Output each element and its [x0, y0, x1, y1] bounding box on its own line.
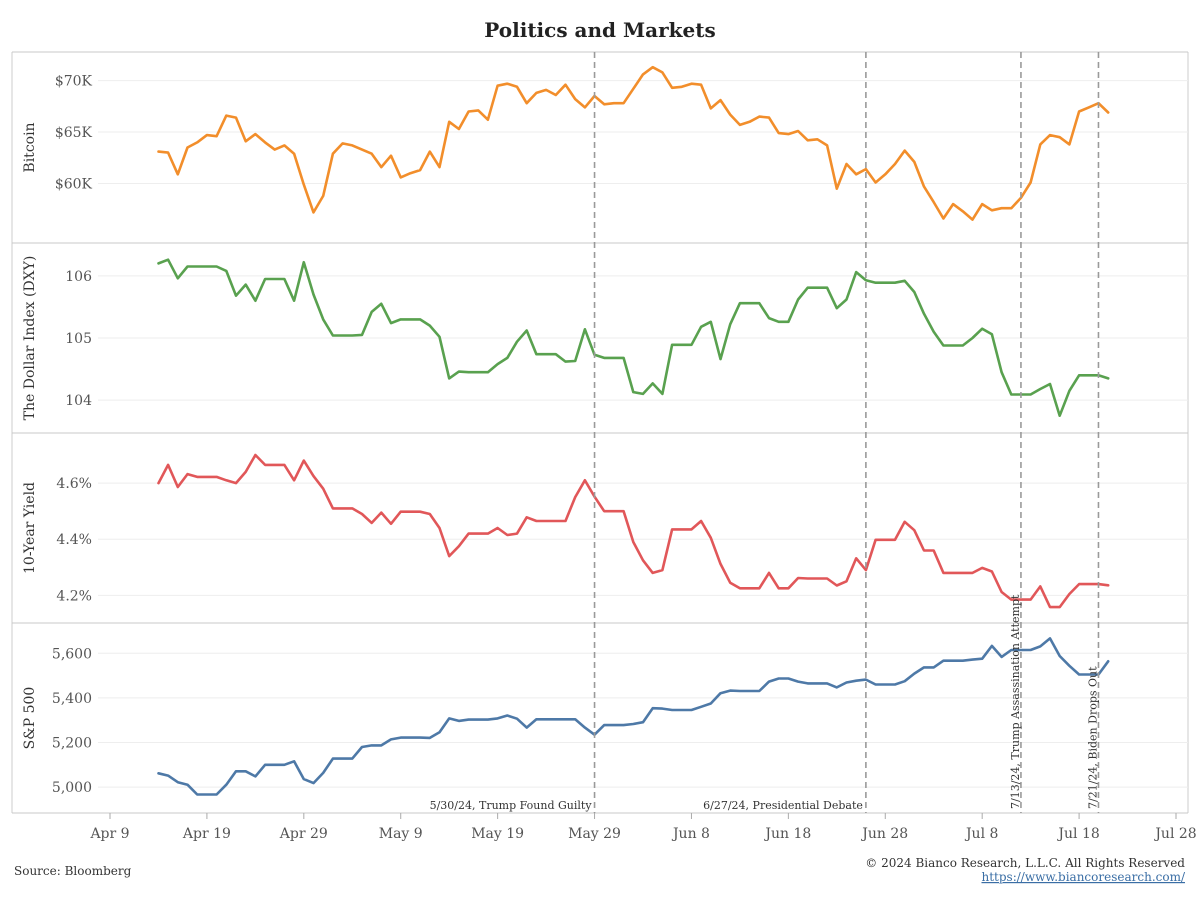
source-note: Source: Bloomberg	[14, 864, 132, 878]
y-tick-label: $65K	[55, 125, 93, 141]
y-axis-label: 10-Year Yield	[22, 482, 38, 574]
copyright-note: © 2024 Bianco Research, L.L.C. All Right…	[865, 856, 1185, 870]
x-tick-label: Apr 9	[89, 826, 129, 842]
panel-the-dollar-index-dxy: 104 105 106 The Dollar Index (DXY)	[12, 242, 1188, 421]
x-tick-label: Jul 28	[1153, 826, 1196, 842]
series-line-the-dollar-index-dxy	[157, 258, 1110, 418]
y-tick-label: $70K	[55, 74, 93, 90]
y-tick-label: 4.6%	[56, 476, 92, 492]
y-axis-label: S&P 500	[22, 687, 38, 750]
panel-10-year-yield: 4.2% 4.4% 4.6% 10-Year Yield	[12, 432, 1188, 609]
x-tick-label: May 19	[471, 826, 524, 842]
y-tick-label: 105	[65, 331, 92, 347]
x-axis: Apr 9 Apr 19 Apr 29 May 9 May 19 May 29 Jun 8 J…	[12, 812, 1197, 842]
y-tick-label: $60K	[55, 177, 93, 193]
event-label: 7/13/24, Trump Assassination Attempt	[1009, 594, 1022, 809]
x-tick-label: Jun 8	[671, 826, 710, 842]
event-label: 6/27/24, Presidential Debate	[703, 799, 863, 812]
y-axis-label: The Dollar Index (DXY)	[22, 256, 38, 421]
event-markers: 5/30/24, Trump Found Guilty 6/27/24, Pres…	[430, 52, 1099, 813]
y-tick-label: 5,200	[52, 736, 92, 752]
x-tick-label: Jun 28	[860, 826, 908, 842]
chart-title: Politics and Markets	[484, 18, 715, 42]
panel-bitcoin: $60K $65K $70K Bitcoin	[12, 51, 1188, 221]
series-line-10-year-yield	[157, 453, 1110, 609]
panel-s-p-500: 5,000 5,200 5,400 5,600 S&P 500	[12, 622, 1188, 796]
y-tick-label: 5,400	[52, 691, 92, 707]
x-tick-label: Apr 19	[182, 826, 231, 842]
x-tick-label: May 9	[379, 826, 423, 842]
y-tick-label: 4.4%	[56, 532, 92, 548]
event-label: 7/21/24, Biden Drops Out	[1086, 666, 1099, 809]
y-tick-label: 5,600	[52, 646, 92, 662]
y-tick-label: 5,000	[52, 780, 92, 796]
y-tick-label: 104	[65, 393, 92, 409]
y-tick-label: 4.2%	[56, 588, 92, 604]
y-axis-label: Bitcoin	[22, 122, 38, 172]
series-line-s-p-500	[157, 637, 1110, 796]
series-line-bitcoin	[157, 65, 1110, 221]
y-tick-label: 106	[65, 269, 92, 285]
x-tick-label: Jul 8	[964, 826, 998, 842]
chart-panels: $60K $65K $70K Bitcoin 104 105 106 The Dollar I…	[11, 51, 1189, 813]
website-link[interactable]: https://www.biancoresearch.com/	[981, 870, 1185, 884]
x-tick-label: Apr 29	[279, 826, 328, 842]
x-tick-label: May 29	[568, 826, 621, 842]
event-label: 5/30/24, Trump Found Guilty	[430, 799, 593, 812]
x-tick-label: Jun 18	[763, 826, 811, 842]
x-tick-label: Jul 18	[1056, 826, 1099, 842]
